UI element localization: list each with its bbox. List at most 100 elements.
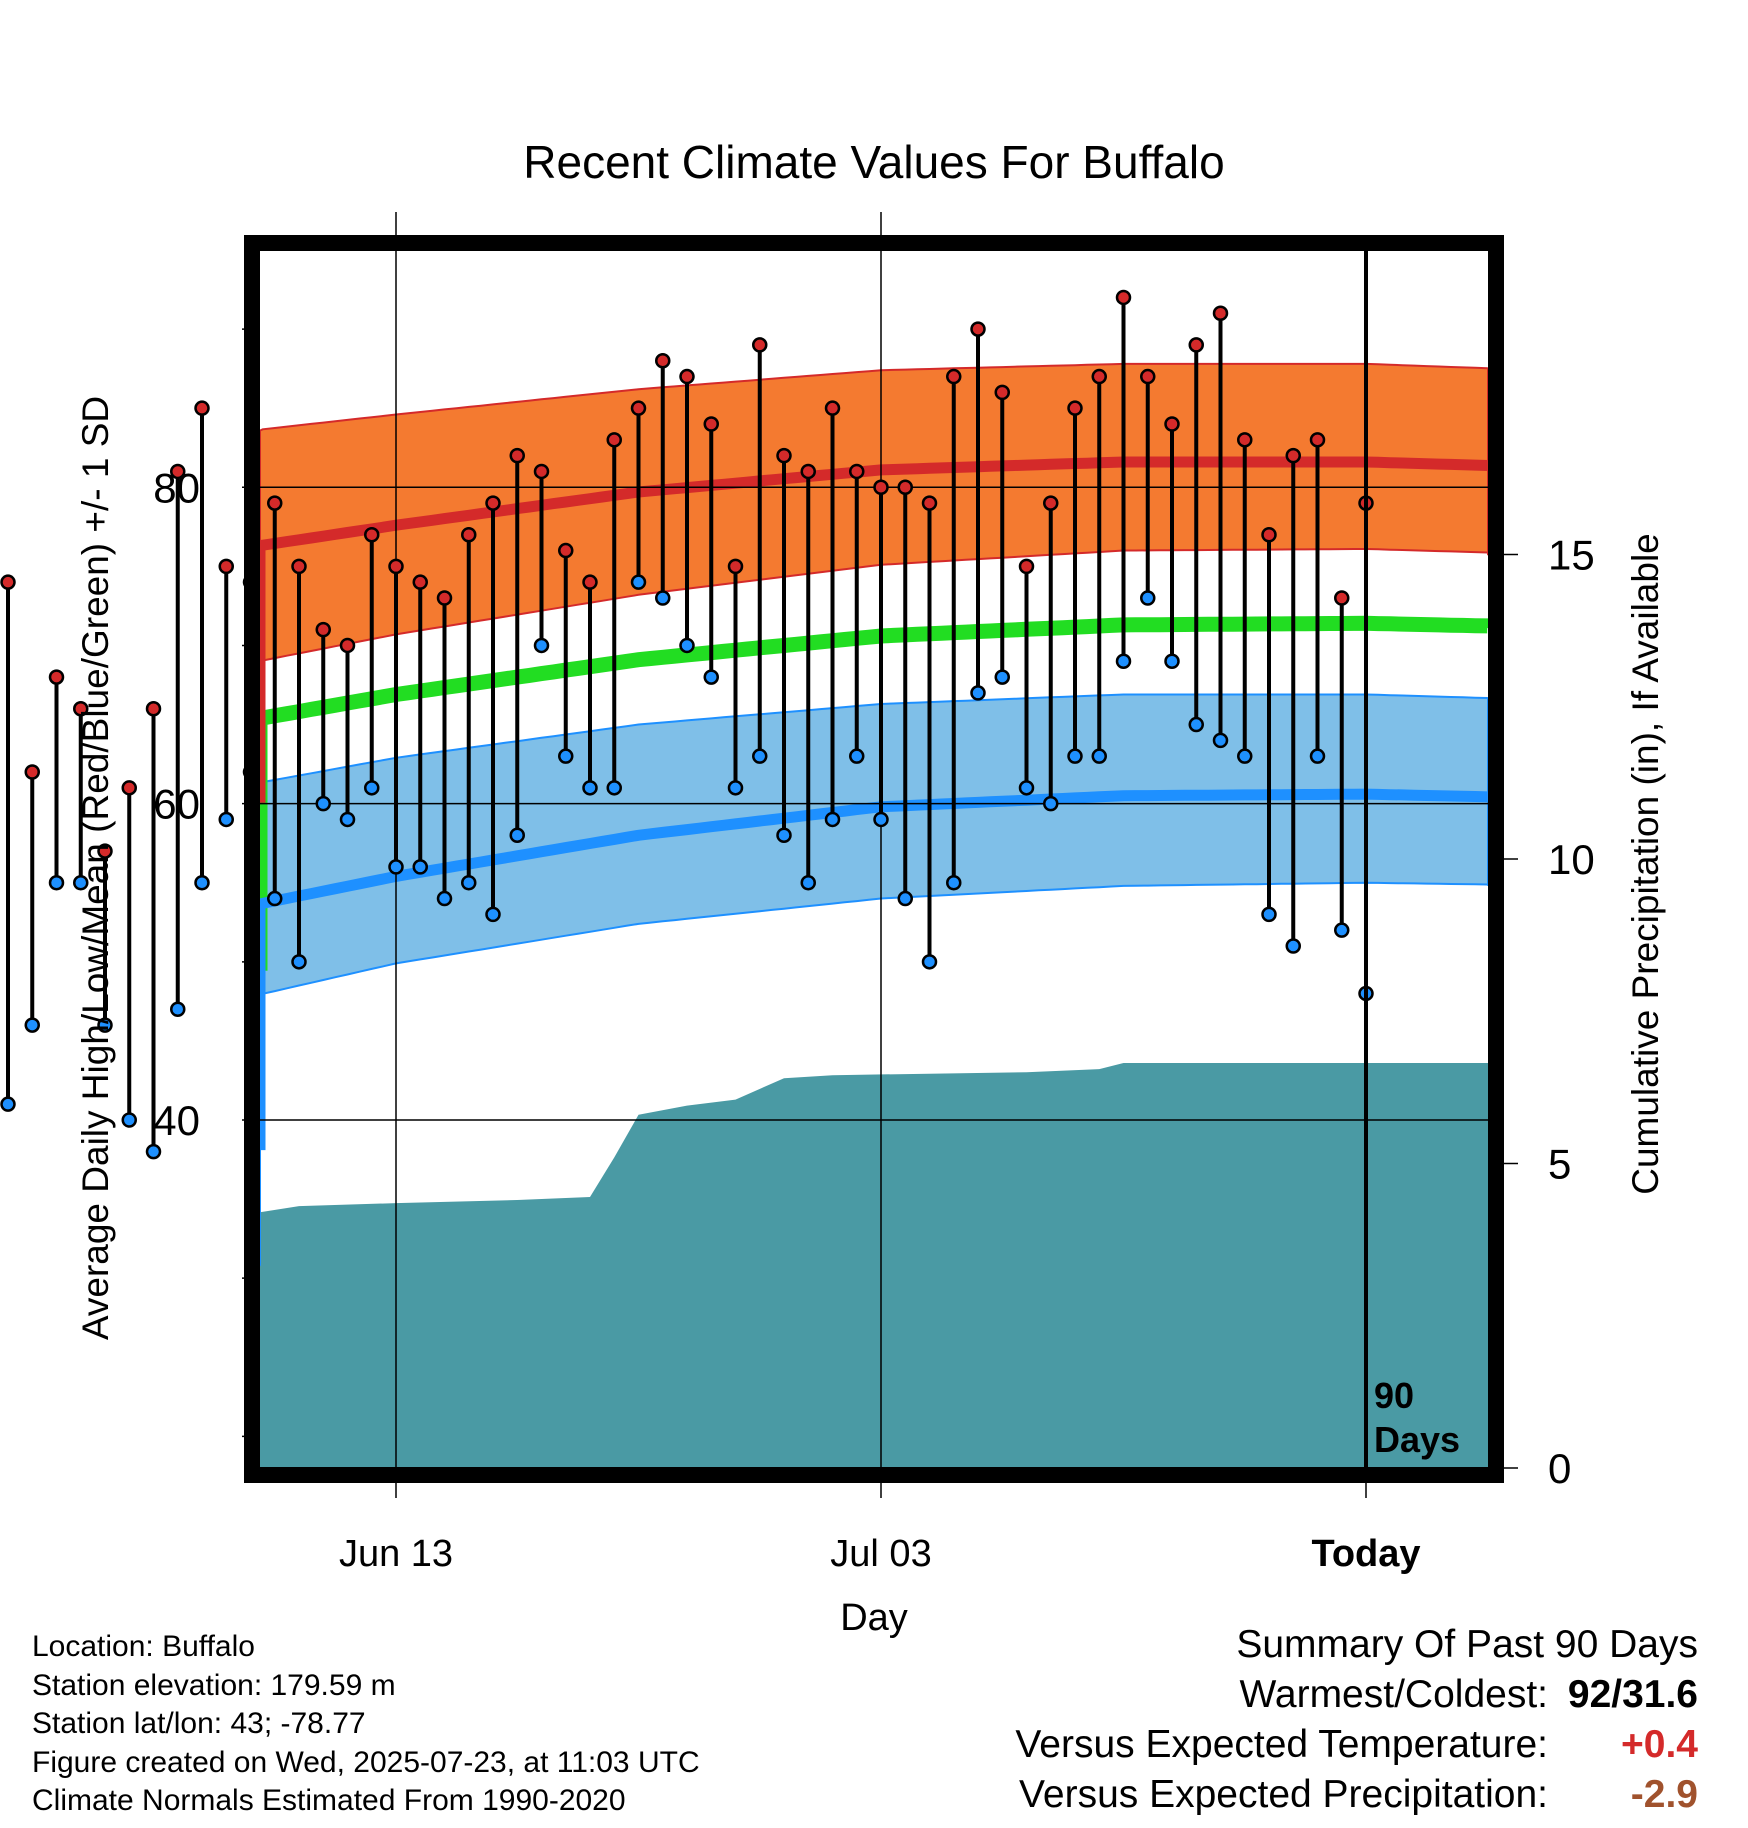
daily-low-point [897, 890, 913, 907]
daily-low-point [1091, 748, 1107, 764]
daily-high-point [994, 384, 1010, 401]
summary-precip-row: Versus Expected Precipitation: -2.9 [1015, 1770, 1698, 1820]
daily-high-point [436, 590, 453, 606]
daily-high-point [606, 432, 622, 448]
daily-low-point [194, 874, 210, 891]
daily-high-point [170, 463, 186, 480]
daily-high-point [921, 495, 938, 511]
daily-low-point [1261, 906, 1277, 923]
today-days-label: 90 [1374, 1375, 1414, 1416]
y-axis-label: Average Daily High/Low/Mean (Red/Blue/Gr… [75, 396, 116, 1340]
daily-high-point [776, 447, 792, 464]
daily-low-point [752, 748, 768, 764]
y2-tick-label: 0 [1548, 1445, 1571, 1492]
daily-high-point [1188, 337, 1204, 353]
y-tick-label: 40 [153, 1097, 200, 1144]
daily-low-point [364, 780, 380, 796]
summary-warmest-label: Warmest/Coldest: [1239, 1673, 1548, 1716]
daily-high-point [461, 526, 477, 543]
daily-high-point [315, 621, 331, 638]
daily-high-point [752, 337, 768, 353]
daily-high-point [1091, 368, 1107, 385]
daily-high-point [1261, 526, 1277, 543]
daily-low-point [582, 780, 598, 796]
daily-low-point [1237, 748, 1253, 764]
daily-low-point [1309, 748, 1326, 764]
precip-area [260, 1063, 1488, 1468]
daily-high-point [1115, 289, 1132, 306]
daily-low-point [630, 574, 647, 590]
daily-high-point [485, 495, 501, 511]
daily-high-point [1212, 305, 1229, 322]
daily-low-point [1043, 795, 1059, 812]
daily-low-point [485, 906, 501, 923]
daily-high-point [48, 669, 65, 685]
daily-high-point [194, 400, 210, 416]
daily-high-point [364, 526, 380, 543]
daily-low-point [921, 954, 938, 970]
summary-temp-value: +0.4 [1621, 1723, 1698, 1766]
daily-low-point [776, 827, 792, 844]
info-location: Location: Buffalo [32, 1630, 255, 1663]
daily-low-point [849, 748, 865, 764]
summary-panel: Summary Of Past 90 Days Warmest/Coldest:… [1015, 1620, 1698, 1820]
info-elevation: Station elevation: 179.59 m [32, 1668, 396, 1702]
daily-low-point [1115, 653, 1132, 670]
daily-low-point [606, 780, 622, 796]
daily-low-point [145, 1143, 162, 1160]
x-tick-label: Today [1311, 1533, 1420, 1575]
daily-low-point [121, 1112, 137, 1128]
daily-low-point [655, 590, 671, 606]
plot-area: 90Days406080051015May 04May 24Jun 13Jul … [0, 212, 1595, 1575]
summary-title: Summary Of Past 90 Days [1236, 1623, 1698, 1666]
station-info: Location: Buffalo Station elevation: 179… [32, 1628, 700, 1821]
summary-warmest-value: 92/31.6 [1567, 1673, 1698, 1716]
daily-high-point [339, 637, 356, 654]
daily-high-point [897, 479, 913, 496]
daily-low-point [533, 637, 550, 654]
summary-precip-label: Versus Expected Precipitation: [1019, 1773, 1548, 1816]
daily-low-point [970, 685, 986, 701]
daily-low-point [24, 1017, 40, 1033]
daily-high-point [727, 558, 744, 575]
daily-high-point [1237, 432, 1253, 448]
x-axis-label: Day [840, 1597, 908, 1639]
x-tick-label: Jun 13 [339, 1533, 453, 1575]
daily-low-point [994, 669, 1010, 685]
daily-high-point [412, 574, 428, 590]
daily-low-point [73, 874, 89, 891]
daily-high-point [388, 558, 404, 575]
daily-low-point [1285, 938, 1301, 954]
daily-high-point [1164, 416, 1180, 432]
daily-low-point [388, 859, 404, 875]
daily-high-point [970, 321, 986, 337]
daily-high-point [97, 843, 113, 859]
daily-low-point [291, 954, 307, 970]
daily-high-point [630, 400, 647, 416]
info-created: Figure created on Wed, 2025-07-23, at 11… [32, 1745, 700, 1779]
daily-low-point [1188, 716, 1204, 733]
daily-high-point [121, 780, 137, 796]
y2-axis-label: Cumulative Precipitation (in), If Availa… [1625, 533, 1666, 1195]
daily-low-point [824, 811, 841, 828]
daily-high-point [849, 463, 865, 480]
chart-title: Recent Climate Values For Buffalo [523, 136, 1224, 188]
y2-tick-label: 10 [1548, 836, 1595, 883]
daily-low-point [727, 780, 744, 796]
daily-high-point [1334, 590, 1350, 606]
daily-high-point [679, 368, 695, 385]
daily-high-point [582, 574, 598, 590]
daily-high-point [1018, 558, 1035, 575]
daily-low-point [412, 859, 428, 875]
x-tick-label: Jul 03 [830, 1533, 931, 1575]
daily-high-point [291, 558, 307, 575]
daily-high-point [73, 700, 89, 717]
daily-high-point [509, 447, 525, 464]
daily-low-point [0, 1096, 16, 1112]
daily-high-point [24, 764, 40, 780]
daily-low-point [461, 874, 477, 891]
daily-low-point [436, 890, 453, 907]
daily-low-point [218, 811, 234, 828]
daily-low-point [1140, 590, 1156, 606]
